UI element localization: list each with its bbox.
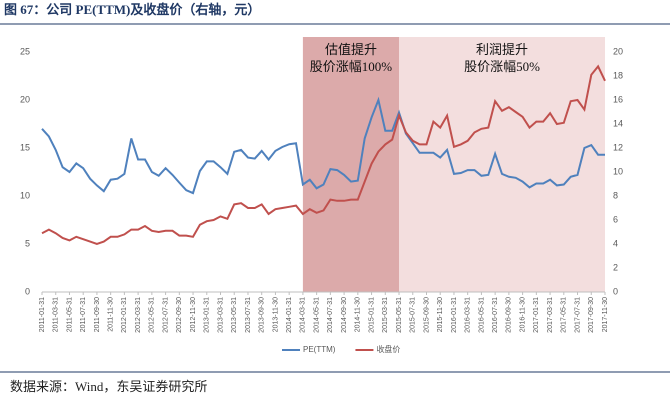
x-tick-label: 2013-01-31 [204, 297, 211, 333]
x-tick-label: 2016-11-30 [519, 297, 526, 332]
shaded-region [302, 37, 400, 292]
x-tick-label: 2015-07-31 [410, 297, 417, 333]
legend-label: PE(TTM) [303, 345, 336, 354]
x-tick-label: 2015-09-30 [423, 297, 430, 333]
x-tick-label: 2011-11-30 [108, 297, 115, 332]
x-tick-label: 2011-03-31 [53, 297, 60, 332]
y2-tick-label: 2 [613, 262, 618, 272]
y2-tick-label: 0 [613, 286, 618, 296]
x-tick-label: 2016-03-31 [465, 297, 472, 333]
x-tick-label: 2013-11-30 [272, 297, 279, 332]
y2-tick-label: 8 [613, 190, 618, 200]
y2-tick-label: 18 [613, 70, 623, 80]
x-tick-label: 2015-03-31 [382, 297, 389, 333]
x-tick-label: 2014-05-31 [313, 297, 320, 333]
legend-label: 收盘价 [376, 344, 400, 354]
x-tick-label: 2013-09-30 [259, 297, 266, 333]
x-tick-label: 2011-01-31 [39, 297, 46, 332]
y-tick-label: 25 [20, 46, 30, 56]
x-tick-label: 2015-01-31 [368, 297, 375, 333]
x-tick-label: 2017-09-30 [588, 297, 595, 333]
x-tick-label: 2011-05-31 [66, 297, 73, 332]
x-tick-label: 2014-11-30 [355, 297, 362, 332]
y-tick-label: 10 [20, 190, 30, 200]
y2-tick-label: 4 [613, 238, 618, 248]
x-tick-label: 2012-07-31 [162, 297, 169, 333]
x-tick-label: 2016-05-31 [478, 297, 485, 333]
y2-tick-label: 6 [613, 214, 618, 224]
x-tick-label: 2017-01-31 [533, 297, 540, 333]
y2-tick-label: 16 [613, 94, 623, 104]
x-tick-label: 2017-07-31 [574, 297, 581, 333]
series-line [41, 96, 605, 195]
x-tick-label: 2016-07-31 [492, 297, 499, 333]
x-tick-label: 2012-09-30 [176, 297, 183, 333]
x-tick-label: 2011-09-30 [94, 297, 101, 332]
x-tick-label: 2013-05-31 [231, 297, 238, 333]
y-tick-label: 5 [25, 238, 30, 248]
x-tick-label: 2015-11-30 [437, 297, 444, 332]
y-tick-label: 0 [25, 286, 30, 296]
x-tick-label: 2015-05-31 [396, 297, 403, 333]
x-tick-label: 2013-03-31 [217, 297, 224, 333]
x-tick-label: 2016-01-31 [451, 297, 458, 333]
x-tick-label: 2016-09-30 [506, 297, 513, 333]
y2-tick-label: 20 [613, 46, 623, 56]
x-tick-label: 2011-07-31 [80, 297, 87, 332]
x-tick-label: 2014-03-31 [300, 297, 307, 333]
y-tick-label: 20 [20, 94, 30, 104]
x-tick-label: 2012-01-31 [121, 297, 128, 333]
x-tick-label: 2014-01-31 [286, 297, 293, 333]
annotation-text: 股价涨幅100% [310, 59, 393, 74]
x-tick-label: 2012-03-31 [135, 297, 142, 333]
x-tick-label: 2013-07-31 [245, 297, 252, 333]
x-tick-label: 2012-05-31 [149, 297, 156, 333]
shaded-region [399, 37, 605, 292]
y-tick-label: 15 [20, 142, 30, 152]
x-tick-label: 2012-11-30 [190, 297, 197, 332]
y2-tick-label: 12 [613, 142, 623, 152]
x-tick-label: 2017-03-31 [547, 297, 554, 333]
annotation-text: 股价涨幅50% [464, 59, 540, 74]
annotation-text: 利润提升 [476, 42, 528, 57]
x-tick-label: 2017-05-31 [561, 297, 568, 333]
x-tick-label: 2014-07-31 [327, 297, 334, 333]
y2-tick-label: 14 [613, 118, 623, 128]
x-tick-label: 2014-09-30 [341, 297, 348, 333]
y2-tick-label: 10 [613, 166, 623, 176]
source-note: 数据来源：Wind，东吴证券研究所 [10, 379, 207, 394]
x-tick-label: 2017-11-30 [602, 297, 609, 332]
series-line [41, 64, 606, 246]
annotation-text: 估值提升 [325, 42, 377, 57]
chart-title: 图 67：公司 PE(TTM)及收盘价（右轴，元） [4, 2, 260, 17]
